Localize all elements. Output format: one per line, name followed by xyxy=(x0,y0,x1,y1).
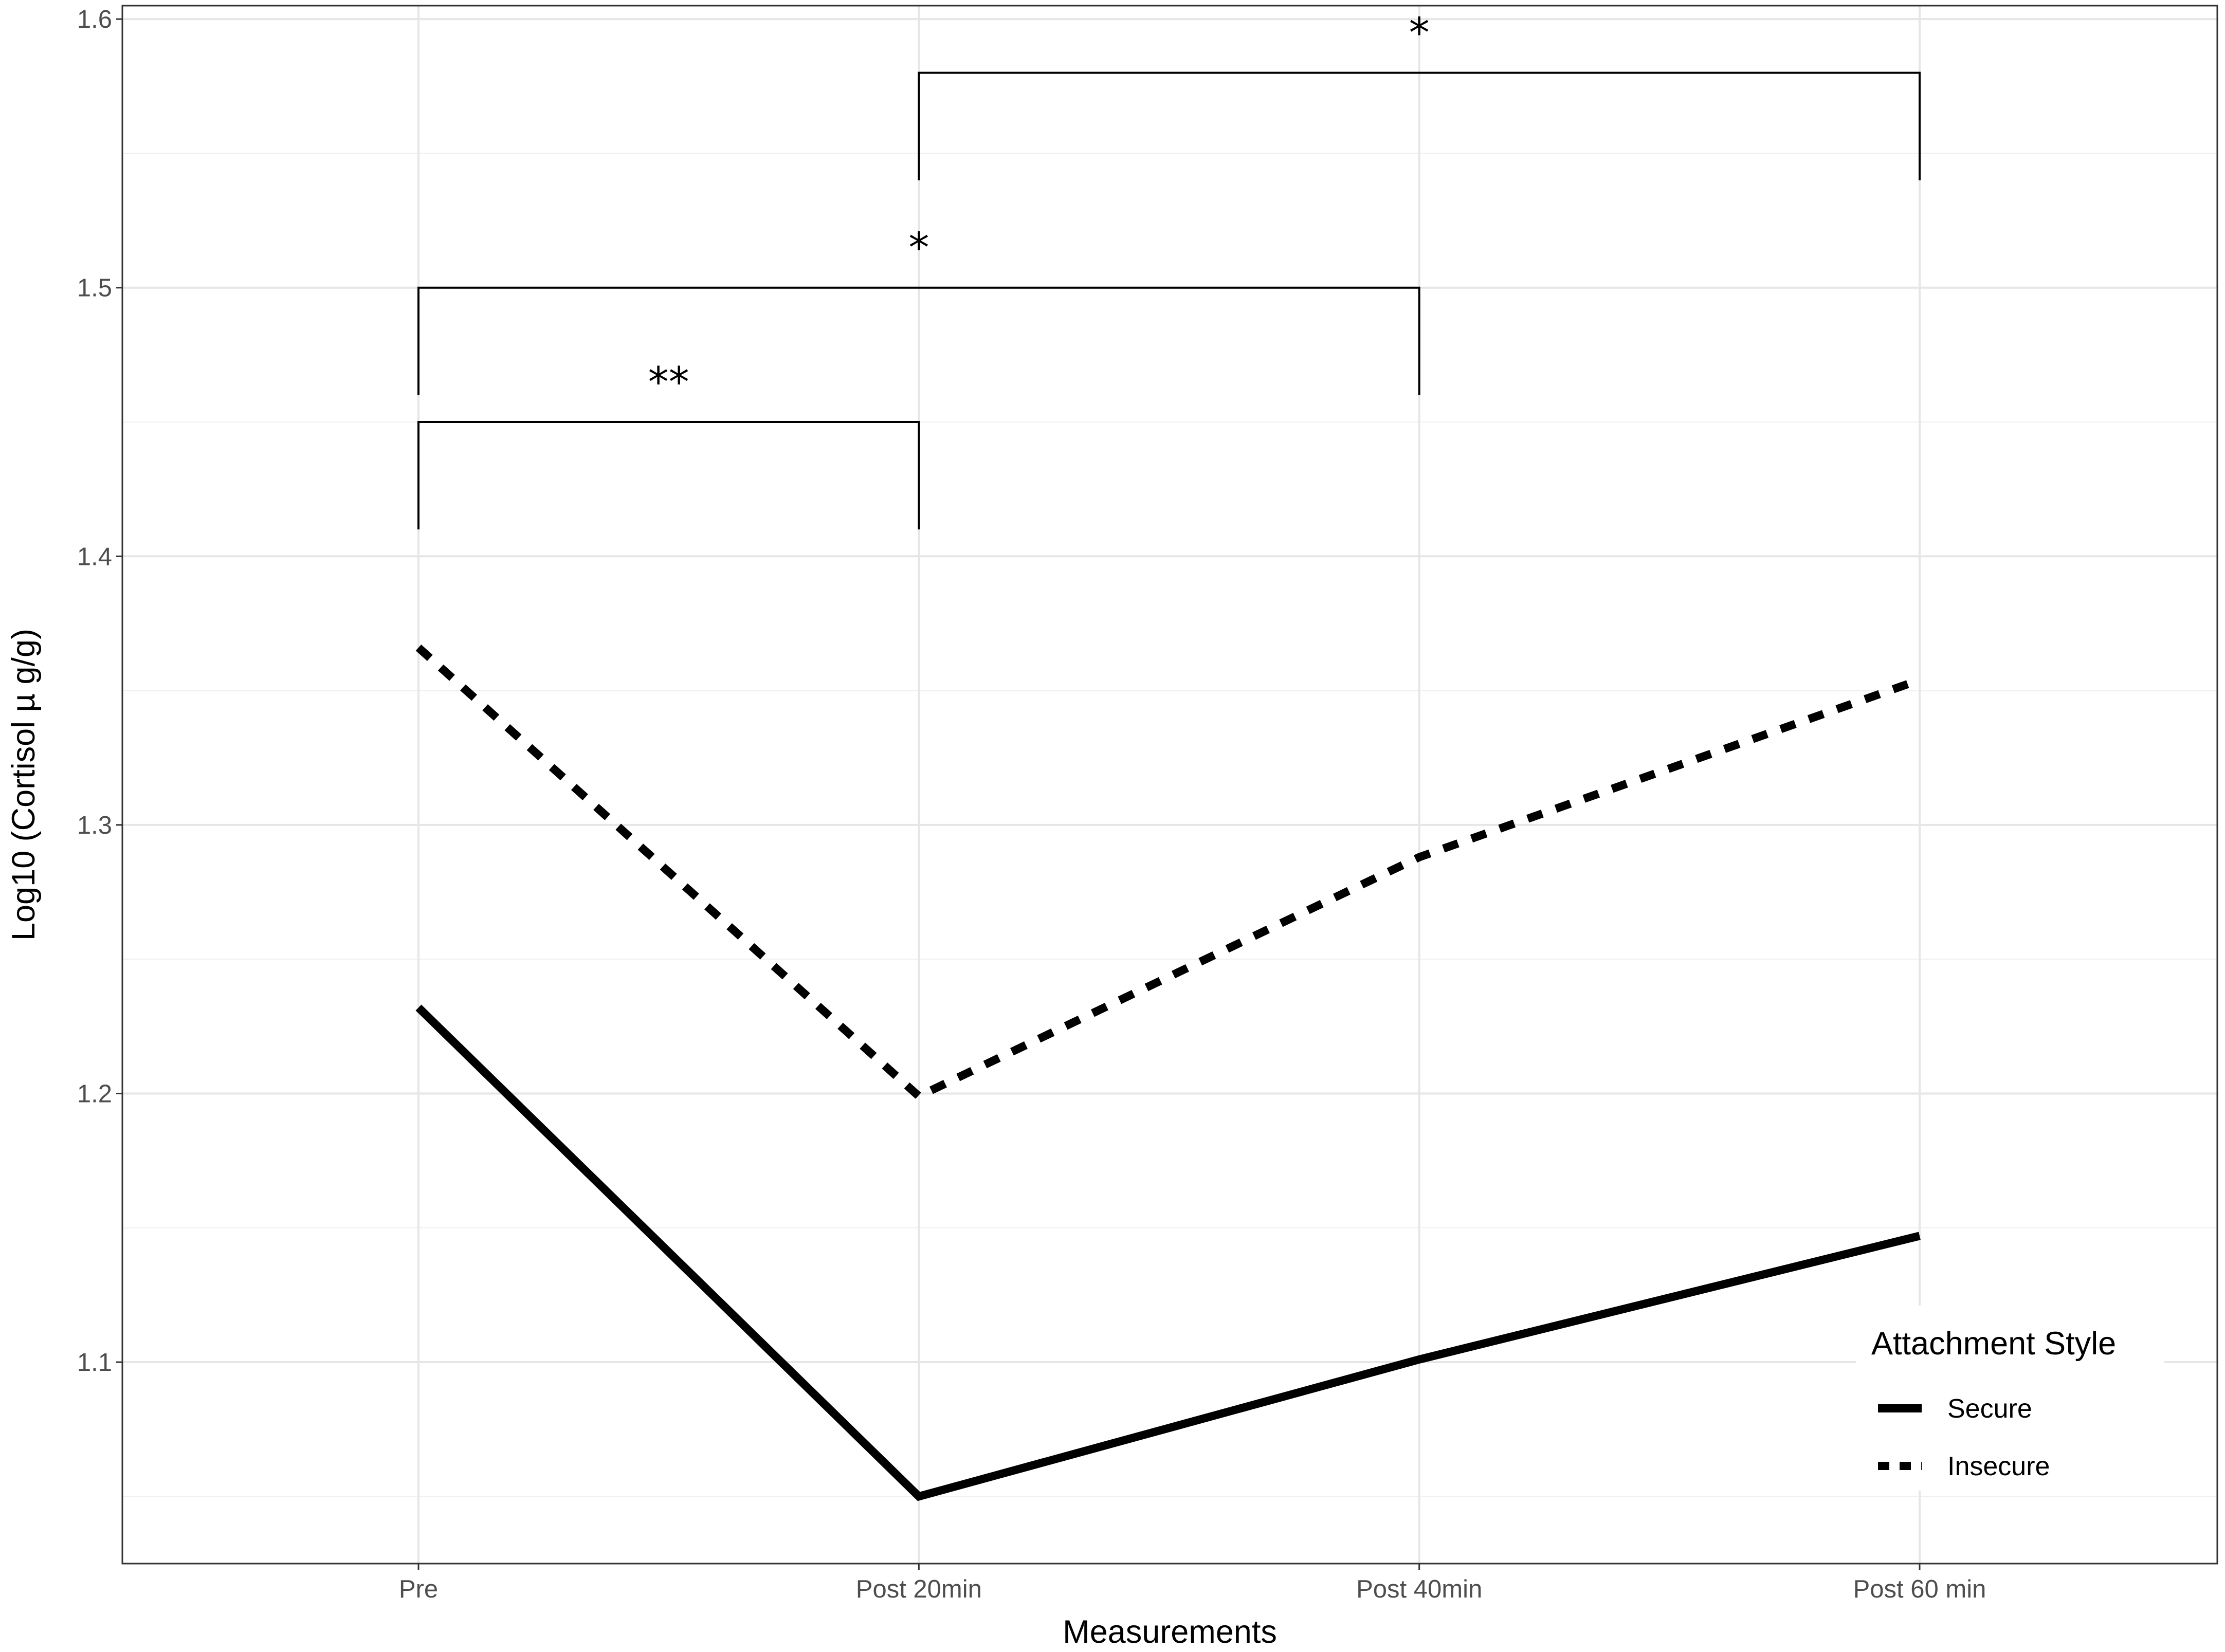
panel-border xyxy=(121,5,2218,1565)
x-axis-title: Measurements xyxy=(1063,1614,1277,1650)
legend-title: Attachment Style xyxy=(1871,1326,2116,1362)
significance-label: * xyxy=(1409,9,1430,57)
legend: Attachment Style Secure Insecure xyxy=(1856,1306,2164,1491)
series-lines xyxy=(415,645,1921,1501)
y-tick-label: 1.6 xyxy=(77,6,112,33)
significance-label: ** xyxy=(648,358,689,406)
y-tick-label: 1.1 xyxy=(77,1349,112,1376)
y-tick-label: 1.3 xyxy=(77,812,112,839)
y-tick-label: 1.5 xyxy=(77,274,112,302)
x-axis: Pre Post 20min Post 40min Post 60 min xyxy=(399,1564,1986,1603)
y-tick-label: 1.2 xyxy=(77,1080,112,1108)
significance-label: * xyxy=(908,224,929,272)
significance-bracket xyxy=(417,421,920,530)
legend-label-insecure: Insecure xyxy=(1947,1452,2050,1481)
significance-brackets: **** xyxy=(417,9,1921,530)
x-tick-label: Pre xyxy=(399,1575,438,1603)
legend-label-secure: Secure xyxy=(1947,1394,2032,1424)
x-tick-label: Post 60 min xyxy=(1853,1575,1986,1603)
x-tick-label: Post 20min xyxy=(856,1575,982,1603)
significance-bracket xyxy=(918,71,1921,180)
legend-items: Secure Insecure xyxy=(1878,1394,2050,1481)
series-line-secure xyxy=(415,1004,1921,1501)
significance-bracket xyxy=(417,286,1420,395)
x-tick-label: Post 40min xyxy=(1356,1575,1482,1603)
series-line-insecure xyxy=(415,645,1921,1102)
y-tick-label: 1.4 xyxy=(77,543,112,571)
legend-background xyxy=(1856,1306,2164,1491)
y-axis: 1.1 1.2 1.3 1.4 1.5 1.6 xyxy=(77,6,122,1376)
y-axis-title: Log10 (Cortisol µ g/g) xyxy=(6,629,42,941)
